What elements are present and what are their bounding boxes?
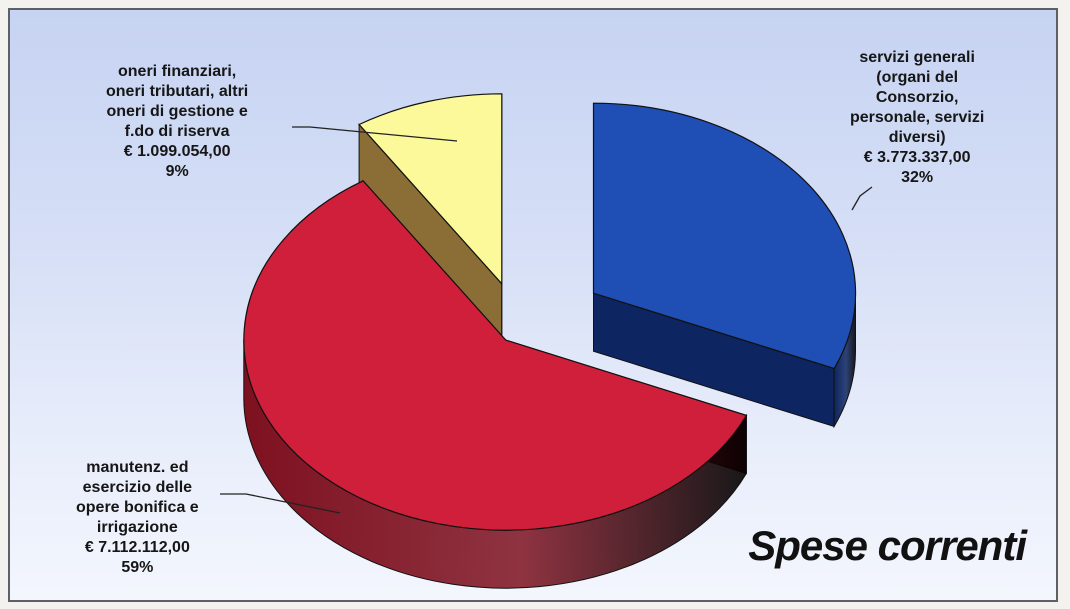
label-line: diversi) <box>888 129 946 146</box>
label-line: (organi del <box>876 69 959 86</box>
slice-percent: 59% <box>121 559 154 576</box>
chart-frame: servizi generali (organi del Consorzio, … <box>8 8 1058 602</box>
slice-oneri <box>358 93 503 344</box>
label-line: manutenz. ed <box>86 459 189 476</box>
label-line: Consorzio, <box>875 89 959 106</box>
slice-top <box>592 102 857 370</box>
slice-label-manutenzione: manutenz. ed esercizio delle opere bonif… <box>76 458 199 578</box>
slice-label-oneri: oneri finanziari, oneri tributari, altri… <box>106 62 248 182</box>
slice-servizi-generali <box>592 102 857 429</box>
label-line: esercizio delle <box>82 479 193 496</box>
label-line: personale, servizi <box>850 109 985 126</box>
slice-value: € 1.099.054,00 <box>123 143 231 160</box>
label-line: opere bonifica e <box>76 499 199 516</box>
slice-label-servizi-generali: servizi generali (organi del Consorzio, … <box>850 48 984 188</box>
slice-manutenzione <box>243 179 748 589</box>
slice-value: € 3.773.337,00 <box>863 149 971 166</box>
leader-line-manutenzione <box>220 493 341 514</box>
slice-top <box>358 93 503 286</box>
slice-percent: 9% <box>165 163 189 180</box>
label-line: servizi generali <box>859 49 975 66</box>
label-line: oneri di gestione e <box>106 103 248 120</box>
slice-percent: 32% <box>901 169 934 186</box>
leader-line-servizi <box>851 186 873 211</box>
label-line: oneri tributari, altri <box>106 83 249 100</box>
pie-chart <box>220 93 873 589</box>
slice-top <box>243 180 748 531</box>
slice-value: € 7.112.112,00 <box>84 539 190 556</box>
leader-line-oneri <box>292 126 458 142</box>
chart-title: Spese correnti <box>748 522 1027 569</box>
label-line: irrigazione <box>96 519 178 536</box>
label-line: f.do di riserva <box>124 123 230 140</box>
label-line: oneri finanziari, <box>118 63 237 80</box>
